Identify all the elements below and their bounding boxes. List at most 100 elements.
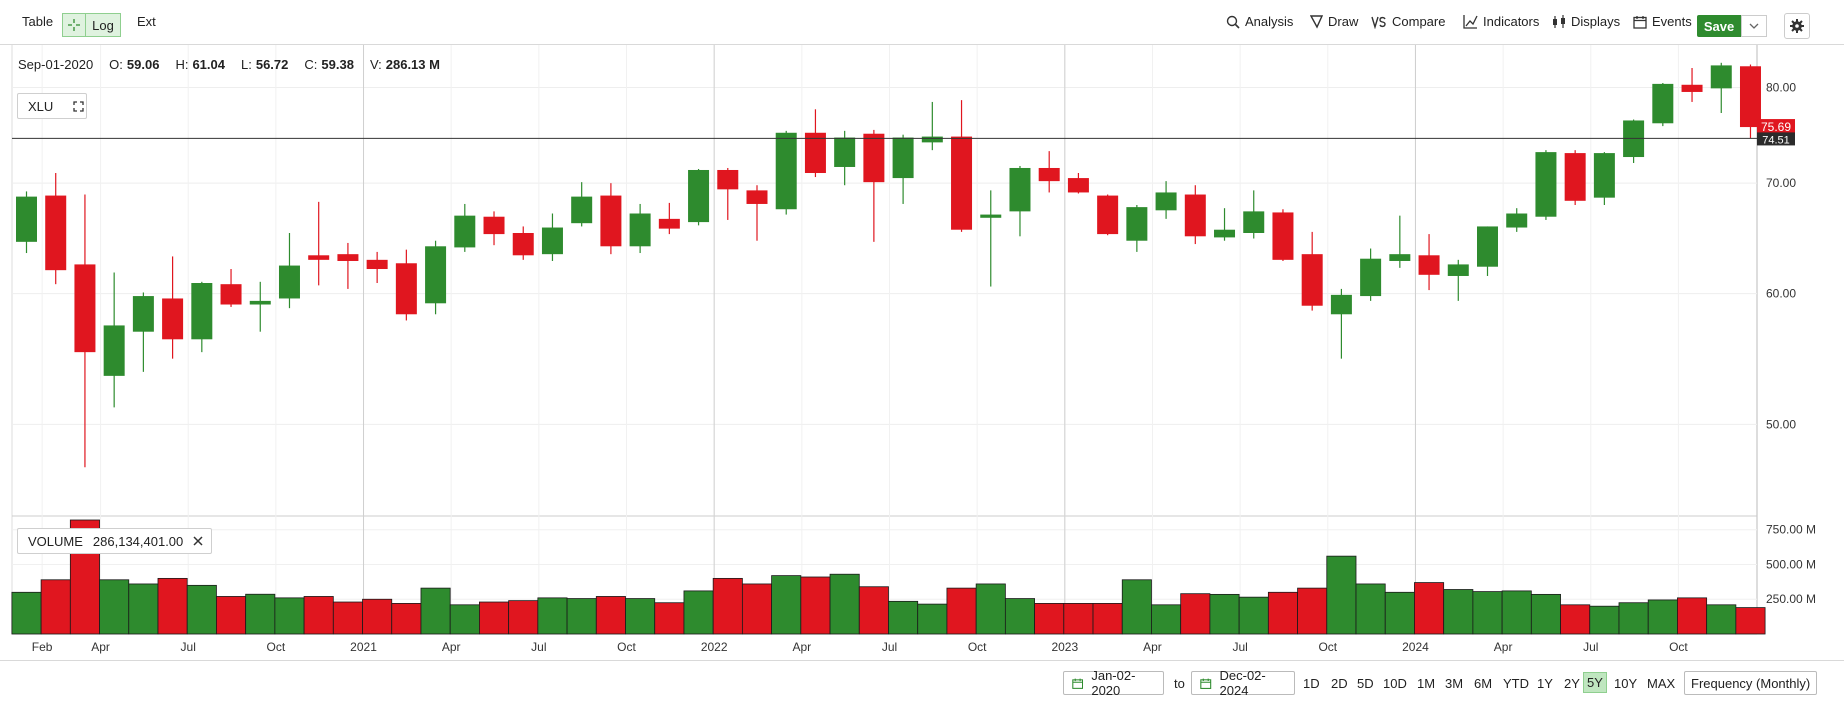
- x-tick-label: Apr: [442, 640, 461, 654]
- volume-bar: [449, 604, 480, 635]
- save-options-dropdown[interactable]: [1741, 15, 1767, 37]
- candle-body: [834, 137, 856, 167]
- candle-body: [1389, 254, 1411, 261]
- settings-button[interactable]: [1784, 13, 1810, 39]
- range-ytd[interactable]: YTD: [1503, 676, 1529, 691]
- x-tick-label: Jul: [1583, 640, 1598, 654]
- x-tick-label: Apr: [792, 640, 811, 654]
- calendar-icon: [1200, 678, 1212, 689]
- close-label: C:: [304, 57, 318, 72]
- candle-body: [16, 196, 37, 242]
- table-button[interactable]: Table: [22, 14, 53, 29]
- candle-body: [132, 296, 154, 332]
- range-10d[interactable]: 10D: [1383, 676, 1407, 691]
- candle-body: [191, 283, 213, 340]
- from-date-picker[interactable]: Jan-02-2020: [1063, 668, 1164, 698]
- volume-bar: [1501, 590, 1532, 635]
- range-1m[interactable]: 1M: [1417, 676, 1436, 691]
- volume-bar: [128, 583, 159, 635]
- volume-bar: [1326, 555, 1357, 635]
- range-max[interactable]: MAX: [1647, 676, 1676, 691]
- range-1d[interactable]: 1D: [1303, 676, 1320, 691]
- candle-body: [1506, 213, 1528, 228]
- save-label: Save: [1703, 18, 1735, 34]
- price-tick-label: 70.00: [1766, 176, 1796, 190]
- volume-bar: [332, 601, 363, 635]
- candle-body: [980, 214, 1002, 218]
- volume-bar: [40, 579, 71, 635]
- volume-bar: [1004, 598, 1035, 635]
- from-date-value: Jan-02-2020: [1091, 668, 1136, 698]
- candle-body: [278, 265, 300, 299]
- range-5y[interactable]: 5Y: [1583, 672, 1607, 693]
- candle-body: [162, 298, 184, 340]
- price-tick-label: 50.00: [1766, 417, 1796, 431]
- volume-bar: [829, 573, 860, 635]
- volume-legend-label: VOLUME: [28, 533, 83, 549]
- events-button[interactable]: Events: [1633, 14, 1692, 29]
- volume-bar: [800, 576, 831, 635]
- candle-body: [1301, 254, 1323, 306]
- range-10y[interactable]: 10Y: [1614, 676, 1638, 691]
- frequency-dropdown[interactable]: Frequency (Monthly): [1684, 671, 1818, 695]
- volume-bar: [771, 575, 802, 635]
- to-date-picker[interactable]: Dec-02-2024: [1191, 668, 1295, 698]
- volume-bar: [1706, 604, 1737, 635]
- volume-bar: [420, 587, 451, 635]
- range-3m[interactable]: 3M: [1445, 676, 1464, 691]
- save-button[interactable]: Save: [1697, 15, 1741, 37]
- table-label: Table: [22, 14, 54, 29]
- expand-icon[interactable]: [73, 100, 84, 112]
- symbol-legend[interactable]: XLU: [17, 93, 87, 119]
- price-tick-label: 60.00: [1766, 287, 1796, 301]
- ohlc-date: Sep-01-2020: [18, 57, 94, 72]
- candle-body: [629, 213, 651, 247]
- volume-bar: [1677, 597, 1708, 635]
- price-tick-label: 80.00: [1766, 80, 1796, 94]
- calendar-icon: [1072, 678, 1084, 689]
- volume-bar: [888, 600, 919, 635]
- close-icon[interactable]: [193, 536, 203, 546]
- last-price-label: 75.69: [1761, 120, 1791, 134]
- candle-body: [220, 284, 242, 305]
- log-toggle[interactable]: Log: [86, 13, 121, 37]
- volume-bar: [362, 598, 393, 635]
- volume-bar: [1560, 604, 1591, 635]
- volume-bar: [1647, 599, 1678, 635]
- candle-body: [249, 300, 271, 305]
- open-value: 59.06: [126, 57, 160, 72]
- displays-icon: [1553, 14, 1565, 28]
- volume-bar: [157, 577, 188, 635]
- volume-bar: [245, 593, 276, 635]
- compare-button[interactable]: Compare: [1371, 14, 1445, 29]
- candle-body: [1477, 226, 1498, 267]
- range-6m[interactable]: 6M: [1474, 676, 1493, 691]
- calendar-icon: [1633, 15, 1647, 29]
- volume-bar: [1589, 605, 1620, 635]
- candle-body: [366, 259, 388, 270]
- volume-bar: [1267, 591, 1298, 635]
- ohlc-readout: Sep-01-2020 O: 59.06 H: 61.04 L: 56.72 C…: [18, 57, 440, 72]
- displays-button[interactable]: Displays: [1552, 14, 1620, 29]
- volume-legend[interactable]: VOLUME 286,134,401.00: [17, 528, 213, 554]
- range-2d[interactable]: 2D: [1331, 676, 1348, 691]
- candle-body: [1564, 153, 1586, 201]
- range-5d[interactable]: 5D: [1357, 676, 1374, 691]
- indicators-button[interactable]: Indicators: [1463, 14, 1539, 29]
- volume-bar: [858, 586, 889, 635]
- candle-body: [1360, 258, 1382, 297]
- range-2y[interactable]: 2Y: [1564, 676, 1580, 691]
- indicators-icon: [1463, 15, 1478, 29]
- range-1y[interactable]: 1Y: [1537, 676, 1553, 691]
- volume-bar: [1063, 603, 1094, 635]
- ext-button[interactable]: Ext: [137, 14, 156, 29]
- x-tick-label: 2022: [701, 640, 728, 654]
- analysis-button[interactable]: Analysis: [1226, 14, 1293, 29]
- crosshair-toggle[interactable]: [62, 13, 86, 37]
- ext-label: Ext: [137, 14, 156, 29]
- candle-body: [921, 136, 943, 143]
- draw-button[interactable]: Draw: [1310, 14, 1358, 29]
- volume-bar: [1618, 602, 1649, 635]
- volume-bar: [1297, 587, 1328, 635]
